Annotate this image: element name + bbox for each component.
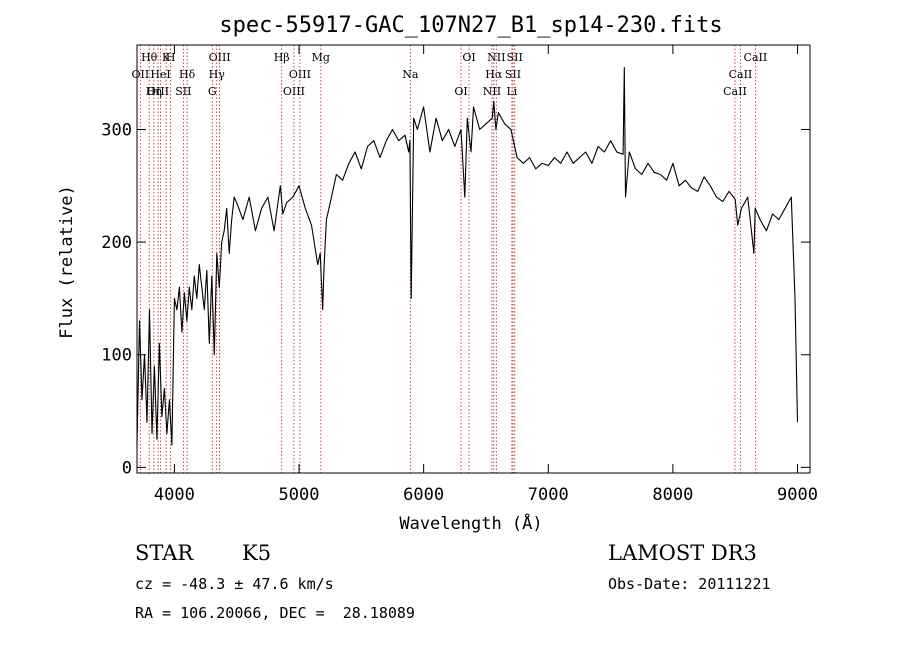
line-label: CaII (729, 68, 753, 81)
line-label: SII (175, 85, 191, 98)
x-tick-label: 4000 (154, 485, 195, 505)
y-tick-label: 0 (122, 458, 132, 478)
line-label: NII (483, 85, 501, 98)
line-label: Hα (485, 68, 503, 81)
obs-date: Obs-Date: 20111221 (608, 575, 771, 593)
line-label: OI (454, 85, 467, 98)
x-tick-label: 6000 (403, 485, 444, 505)
y-tick-label: 200 (101, 233, 132, 253)
line-label: Mg (312, 51, 330, 64)
line-label: SII (505, 68, 521, 81)
spectral-line-markers: HθOIIOIIIKHeIHηHHδSIIOIIIHγGHβOIIIOIIIMg… (132, 45, 768, 473)
line-label: H (166, 51, 176, 64)
x-tick-label: 8000 (652, 485, 693, 505)
x-tick-label: 5000 (279, 485, 320, 505)
line-label: Hθ (141, 51, 158, 64)
line-label: Hη (146, 85, 162, 98)
line-label: OIII (283, 85, 305, 98)
plot-frame (136, 44, 811, 474)
line-label: CaII (723, 85, 747, 98)
line-label: NII (487, 51, 505, 64)
axes: 4000 5000 6000 7000 8000 9000 0 100 200 300 (101, 45, 818, 505)
x-tick-label: 7000 (528, 485, 569, 505)
y-tick-label: 100 (101, 346, 132, 366)
ra-dec: RA = 106.20066, DEC = 28.18089 (135, 604, 415, 622)
chart-title: spec-55917-GAC_107N27_B1_sp14-230.fits (219, 13, 722, 38)
line-label: HeI (150, 68, 170, 81)
line-label: OII (132, 68, 150, 81)
x-tick-label: 9000 (777, 485, 818, 505)
line-label: G (208, 85, 217, 98)
line-label: K (162, 51, 171, 64)
spectrum-series (136, 66, 799, 446)
line-label: CaII (744, 51, 768, 64)
line-label: Hγ (209, 68, 226, 81)
line-label: OIII (147, 85, 169, 98)
line-label: Hβ (274, 51, 290, 64)
object-class: STAR (135, 541, 194, 565)
line-label: Na (402, 68, 419, 81)
line-label: Li (506, 85, 517, 98)
spectrum-line (136, 66, 799, 446)
line-label: SII (507, 51, 523, 64)
redshift-line: cz = -48.3 ± 47.6 km/s (135, 575, 334, 593)
spectrum-chart: spec-55917-GAC_107N27_B1_sp14-230.fits H… (57, 13, 818, 534)
y-tick-label: 300 (101, 120, 132, 140)
survey-name: LAMOST DR3 (608, 541, 757, 565)
y-axis-label: Flux (relative) (57, 185, 77, 339)
x-axis-label: Wavelength (Å) (399, 512, 542, 534)
subclass: K5 (242, 541, 272, 565)
line-label: OIII (289, 68, 311, 81)
line-label: OIII (209, 51, 231, 64)
line-label: Hδ (179, 68, 196, 81)
line-label: OI (462, 51, 475, 64)
